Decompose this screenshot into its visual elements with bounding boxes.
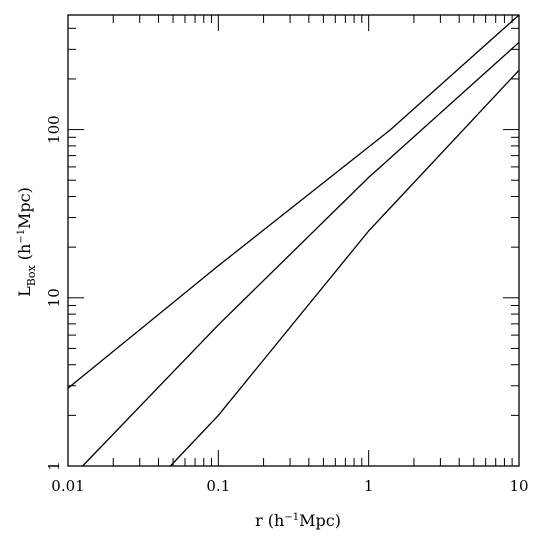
y-tick-label: 1 bbox=[45, 461, 63, 471]
major-ticks bbox=[67, 15, 520, 467]
y-axis-label: LBox (h−1Mpc) bbox=[15, 187, 38, 297]
series-line-3 bbox=[169, 69, 520, 467]
x-tick-label: 0.01 bbox=[51, 477, 84, 495]
x-tick-label: 0.1 bbox=[206, 477, 230, 495]
y-tick-labels: 1 10 100 bbox=[45, 115, 63, 471]
x-tick-label: 10 bbox=[509, 477, 528, 495]
plot-frame bbox=[67, 14, 520, 467]
minor-ticks bbox=[68, 15, 519, 466]
series-line-2 bbox=[82, 41, 520, 467]
x-tick-labels: 0.01 0.1 1 10 bbox=[51, 477, 528, 495]
series-lines bbox=[67, 14, 520, 467]
y-tick-label: 10 bbox=[45, 288, 63, 307]
y-tick-label: 100 bbox=[45, 115, 63, 144]
x-axis-label: r (h−1Mpc) bbox=[255, 511, 341, 530]
series-line-1 bbox=[67, 14, 520, 389]
x-tick-label: 1 bbox=[364, 477, 374, 495]
